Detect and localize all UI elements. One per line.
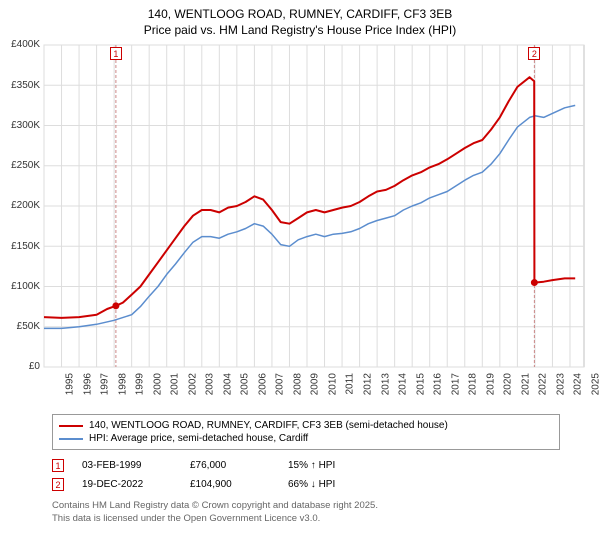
x-axis-label: 2013 [380,373,391,395]
x-axis-label: 2023 [555,373,566,395]
x-axis-label: 1998 [117,373,128,395]
x-axis-label: 2012 [362,373,373,395]
attribution-line-2: This data is licensed under the Open Gov… [52,513,560,526]
x-axis-label: 2010 [327,373,338,395]
attribution-line-1: Contains HM Land Registry data © Crown c… [52,500,560,513]
x-axis-label: 2017 [450,373,461,395]
transaction-delta: 66% ↓ HPI [288,479,335,490]
x-axis-label: 2020 [503,373,514,395]
x-axis-label: 2003 [205,373,216,395]
transaction-delta: 15% ↑ HPI [288,460,335,471]
x-axis-label: 1995 [64,373,75,395]
x-axis-label: 2014 [397,373,408,395]
transaction-marker: 2 [52,478,64,491]
legend-label: 140, WENTLOOG ROAD, RUMNEY, CARDIFF, CF3… [89,420,448,431]
x-axis-label: 1999 [134,373,145,395]
x-axis-label: 1997 [99,373,110,395]
x-axis-label: 2009 [310,373,321,395]
legend-label: HPI: Average price, semi-detached house,… [89,433,308,444]
transaction-marker: 1 [52,459,64,472]
x-axis-label: 2000 [152,373,163,395]
plot-svg [0,40,596,371]
x-axis-label: 2021 [520,373,531,395]
y-axis-label: £400K [4,39,40,50]
y-axis-label: £200K [4,200,40,211]
title-line-1: 140, WENTLOOG ROAD, RUMNEY, CARDIFF, CF3… [10,6,590,22]
x-axis-label: 2006 [257,373,268,395]
y-axis-label: £0 [4,361,40,372]
transaction-price: £104,900 [190,479,270,490]
x-axis-label: 2008 [292,373,303,395]
x-axis-label: 2011 [344,373,355,395]
x-axis-label: 2019 [485,373,496,395]
transaction-table: 1 03-FEB-1999 £76,000 15% ↑ HPI 2 19-DEC-2022… [52,456,560,494]
x-axis-label: 2016 [432,373,443,395]
legend-swatch [59,425,83,427]
title-line-2: Price paid vs. HM Land Registry's House … [10,22,590,38]
x-axis-label: 1996 [82,373,93,395]
y-axis-label: £350K [4,80,40,91]
transaction-date: 19-DEC-2022 [82,479,172,490]
x-axis-label: 2007 [275,373,286,395]
y-axis-label: £150K [4,241,40,252]
x-axis-label: 2025 [590,373,600,395]
legend-row: 140, WENTLOOG ROAD, RUMNEY, CARDIFF, CF3… [59,419,553,432]
x-axis-label: 2022 [538,373,549,395]
y-axis-label: £50K [4,321,40,332]
x-axis-label: 2001 [169,373,180,395]
x-axis-label: 2002 [187,373,198,395]
y-axis-label: £300K [4,120,40,131]
transaction-date: 03-FEB-1999 [82,460,172,471]
x-axis-label: 2015 [415,373,426,395]
y-axis-label: £100K [4,281,40,292]
chart-marker: 2 [528,47,540,60]
x-axis-label: 2005 [240,373,251,395]
chart-marker: 1 [110,47,122,60]
chart-area: £0 £50K £100K £150K £200K £250K £300K £350K £400… [0,40,600,410]
transaction-row: 1 03-FEB-1999 £76,000 15% ↑ HPI [52,456,560,475]
x-axis-label: 2004 [222,373,233,395]
attribution: Contains HM Land Registry data © Crown c… [52,500,560,526]
legend-row: HPI: Average price, semi-detached house,… [59,432,553,445]
x-axis-label: 2024 [573,373,584,395]
transaction-price: £76,000 [190,460,270,471]
chart-title: 140, WENTLOOG ROAD, RUMNEY, CARDIFF, CF3… [0,0,600,40]
y-axis-label: £250K [4,160,40,171]
transaction-row: 2 19-DEC-2022 £104,900 66% ↓ HPI [52,475,560,494]
chart-container: 140, WENTLOOG ROAD, RUMNEY, CARDIFF, CF3… [0,0,600,560]
legend: 140, WENTLOOG ROAD, RUMNEY, CARDIFF, CF3… [52,414,560,450]
x-axis-label: 2018 [467,373,478,395]
legend-swatch [59,438,83,440]
